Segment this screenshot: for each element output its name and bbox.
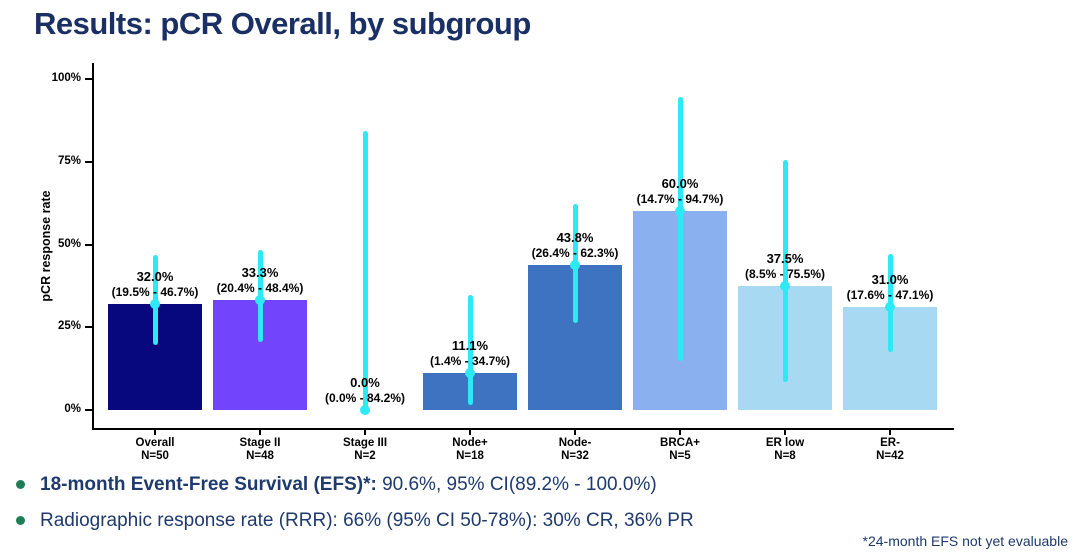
y-tick-label: 50%: [57, 237, 81, 250]
x-label-category-brca+: BRCA+: [660, 437, 700, 449]
value-label-stage-ii: 33.3% (20.4% - 48.4%): [175, 265, 345, 296]
bullet-rrr: Radiographic response rate (RRR): 66% (9…: [16, 508, 694, 533]
value-label-pct-brca+: 60.0%: [661, 176, 699, 192]
value-label-pct-er-low: 37.5%: [766, 250, 804, 266]
bullet-efs-text: 18-month Event-Free Survival (EFS)*: 90.…: [40, 472, 657, 497]
value-label-ci-node+: (1.4% - 34.7%): [429, 354, 511, 369]
y-tick-mark: [85, 326, 92, 329]
slide-title: Results: pCR Overall, by subgroup: [34, 6, 531, 41]
value-label-pct-node-: 43.8%: [556, 230, 594, 246]
bullet-rrr-rest: Radiographic response rate (RRR): 66% (9…: [40, 510, 694, 531]
value-label-node-: 43.8% (26.4% - 62.3%): [490, 230, 660, 261]
x-label-n-er-low: N=8: [774, 450, 796, 462]
x-label-node+: Node+ N=18: [410, 437, 530, 463]
point-node-: [570, 260, 580, 271]
value-label-ci-brca+: (14.7% - 94.7%): [636, 192, 724, 207]
x-tick-er-low: [784, 430, 786, 435]
point-node+: [465, 368, 475, 379]
error-bar-er-low: [782, 160, 788, 382]
value-label-er-: 31.0% (17.6% - 47.1%): [805, 272, 975, 303]
x-tick-stage-ii: [259, 430, 261, 435]
value-label-ci-node-: (26.4% - 62.3%): [531, 246, 619, 261]
error-bar-node+: [467, 295, 473, 406]
bullet-dot-icon: [16, 480, 25, 489]
point-brca+: [675, 206, 685, 217]
value-label-pct-overall: 32.0%: [136, 269, 174, 285]
y-tick-mark: [85, 243, 92, 246]
point-er-: [885, 302, 895, 313]
y-tick-label: 25%: [57, 320, 81, 333]
value-label-er-low: 37.5% (8.5% - 75.5%): [700, 251, 870, 282]
x-tick-er-: [889, 430, 891, 435]
value-label-node+: 11.1% (1.4% - 34.7%): [385, 338, 555, 369]
value-label-ci-stage-ii: (20.4% - 48.4%): [216, 280, 304, 295]
value-label-pct-stage-ii: 33.3%: [241, 264, 279, 280]
value-label-brca+: 60.0% (14.7% - 94.7%): [595, 176, 765, 207]
bullet-dot-icon: [16, 516, 25, 525]
x-tick-stage-iii: [364, 430, 366, 435]
x-label-category-er-: ER-: [880, 437, 900, 449]
x-label-category-stage-iii: Stage III: [342, 437, 388, 449]
x-label-category-node-: Node-: [558, 437, 592, 449]
footnote: *24-month EFS not yet evaluable: [862, 533, 1068, 549]
y-axis-line: [92, 63, 94, 430]
value-label-ci-er-low: (8.5% - 75.5%): [744, 266, 826, 281]
y-tick-mark: [85, 160, 92, 163]
value-label-stage-iii: 0.0% (0.0% - 84.2%): [280, 375, 450, 406]
x-label-er-: ER- N=42: [830, 437, 950, 463]
x-axis-line: [92, 428, 954, 430]
y-tick-label: 0%: [64, 403, 81, 415]
x-label-category-node+: Node+: [452, 437, 488, 449]
bullet-efs: 18-month Event-Free Survival (EFS)*: 90.…: [16, 472, 657, 497]
x-label-n-stage-iii: N=2: [354, 450, 376, 462]
x-label-n-node+: N=18: [456, 450, 484, 462]
value-label-overall: 32.0% (19.5% - 46.7%): [70, 269, 240, 300]
x-label-n-overall: N=50: [141, 450, 169, 462]
x-label-brca+: BRCA+ N=5: [620, 437, 740, 463]
x-label-n-er-: N=42: [876, 450, 904, 462]
value-label-ci-er-: (17.6% - 47.1%): [846, 288, 934, 303]
value-label-pct-node+: 11.1%: [451, 338, 489, 354]
x-label-node-: Node- N=32: [515, 437, 635, 463]
x-label-n-node-: N=32: [561, 450, 589, 462]
point-stage-ii: [255, 294, 265, 305]
x-label-n-brca+: N=5: [669, 450, 691, 462]
bullet-efs-rest: 90.6%, 95% CI(89.2% - 100.0%): [376, 474, 657, 495]
bullet-efs-bold: 18-month Event-Free Survival (EFS)*:: [40, 474, 377, 495]
x-label-stage-ii: Stage II N=48: [200, 437, 320, 463]
value-label-ci-overall: (19.5% - 46.7%): [111, 285, 199, 300]
x-tick-brca+: [679, 430, 681, 435]
x-label-overall: Overall N=50: [95, 437, 215, 463]
value-label-pct-er-: 31.0%: [871, 272, 909, 288]
value-label-pct-stage-iii: 0.0%: [350, 375, 380, 390]
y-tick-mark: [85, 78, 92, 80]
x-label-category-overall: Overall: [135, 437, 175, 449]
y-tick-label: 100%: [51, 72, 81, 84]
y-tick-mark: [85, 409, 92, 411]
x-label-n-stage-ii: N=48: [246, 450, 274, 462]
error-bar-brca+: [677, 96, 683, 362]
x-label-er-low: ER low N=8: [725, 437, 845, 463]
x-label-category-er-low: ER low: [765, 437, 805, 449]
x-tick-node+: [469, 430, 471, 435]
bullet-rrr-text: Radiographic response rate (RRR): 66% (9…: [40, 508, 694, 533]
x-label-category-stage-ii: Stage II: [239, 437, 281, 449]
error-bar-stage-iii: [362, 131, 368, 410]
point-er-low: [780, 280, 790, 291]
x-tick-node-: [574, 430, 576, 435]
x-tick-overall: [154, 430, 156, 435]
point-stage-iii: [360, 405, 370, 415]
y-tick-label: 75%: [57, 154, 81, 167]
x-label-stage-iii: Stage III N=2: [305, 437, 425, 463]
point-overall: [150, 299, 160, 310]
value-label-ci-stage-iii: (0.0% - 84.2%): [324, 391, 406, 405]
